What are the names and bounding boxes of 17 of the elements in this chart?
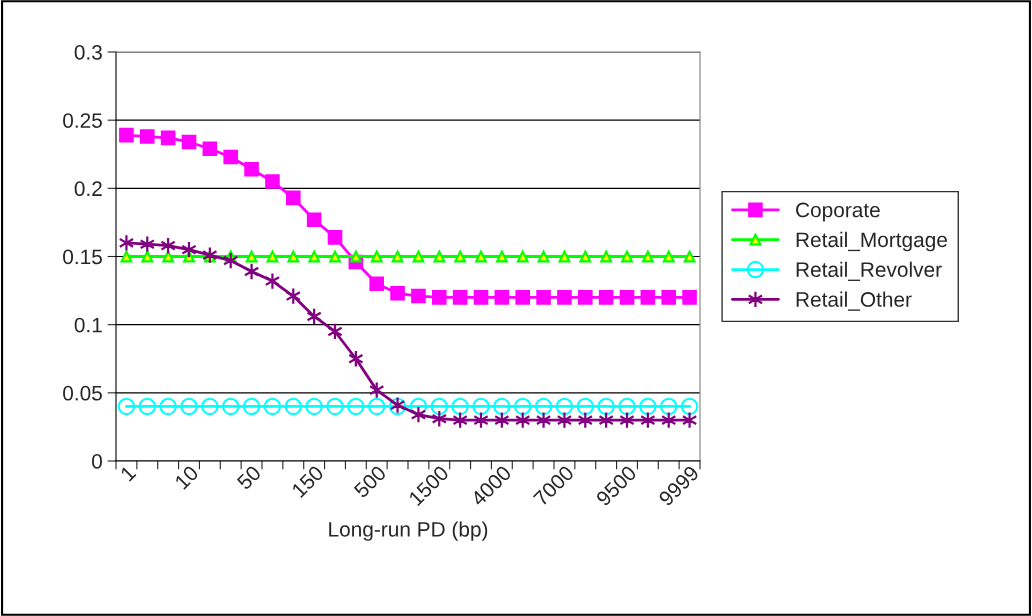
x-tick-label: 50 — [236, 464, 262, 491]
legend-label: Coporate — [796, 202, 880, 222]
x-tick-label: 150 — [291, 464, 325, 499]
y-tick-label: 0.25 — [63, 113, 102, 128]
y-tick-label: 0.05 — [63, 385, 102, 401]
legend-label: Retail_Mortgage — [796, 231, 947, 252]
legend-label: Retail_Revolver — [796, 261, 942, 281]
x-tick-label: 500 — [353, 464, 387, 499]
x-axis-title: Long-run PD (bp) — [329, 521, 488, 541]
y-tick-label: 0.15 — [63, 249, 102, 265]
y-tick-label: 0.2 — [74, 181, 102, 197]
y-tick-label: 0.3 — [74, 45, 102, 60]
x-tick-label: 10 — [174, 464, 200, 490]
y-tick-label: 0.1 — [74, 317, 102, 333]
x-tick-label: 1 — [119, 465, 137, 482]
legend-label: Retail_Other — [796, 291, 912, 311]
y-tick-label: 0 — [92, 454, 102, 469]
